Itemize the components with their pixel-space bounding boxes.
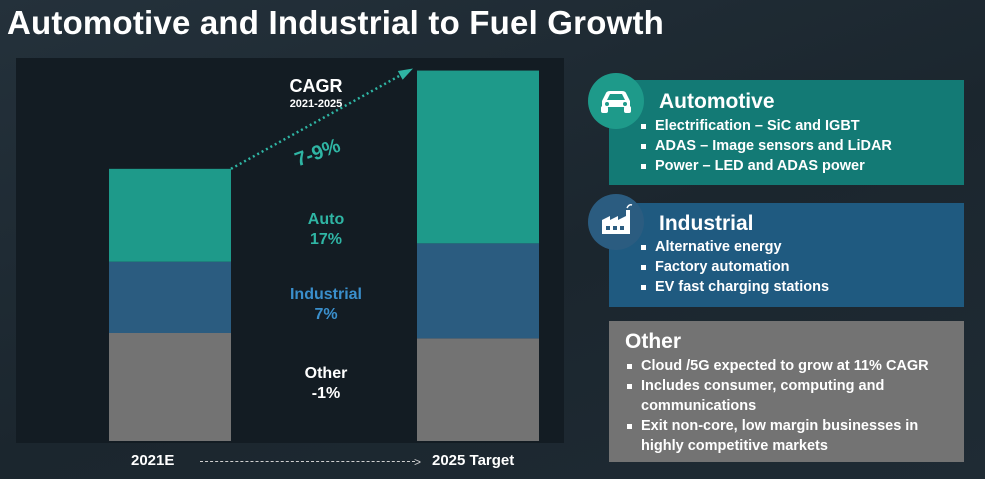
bar-auto-1 xyxy=(417,70,539,244)
cagr-arrow-line xyxy=(230,69,410,170)
chart-area xyxy=(16,58,564,443)
car-icon xyxy=(588,73,644,129)
cagr-period: 2021-2025 xyxy=(289,98,343,110)
cagr-title: CAGR xyxy=(289,76,343,96)
segment-label-other-name: Other xyxy=(304,365,348,382)
segment-label-auto-cagr: 17% xyxy=(309,231,343,248)
segment-label-other: Other -1% xyxy=(251,364,401,404)
segment-label-industrial: Industrial 7% xyxy=(251,285,401,325)
list-item: EV fast charging stations xyxy=(640,277,829,297)
list-item: Cloud /5G expected to grow at 11% CAGR xyxy=(626,356,951,376)
list-item: ADAS – Image sensors and LiDAR xyxy=(640,136,892,156)
bar-auto-0 xyxy=(109,168,231,262)
other-card-title: Other xyxy=(625,330,682,353)
automotive-card-list: Electrification – SiC and IGBT ADAS – Im… xyxy=(640,116,892,176)
x-axis-arrow-head: > xyxy=(414,455,422,469)
bar-other-1 xyxy=(417,338,539,441)
list-item: Factory automation xyxy=(640,257,829,277)
industrial-card: Industrial Alternative energy Factory au… xyxy=(609,203,964,307)
list-item: Electrification – SiC and IGBT xyxy=(640,116,892,136)
factory-icon xyxy=(588,194,644,250)
cagr-arrow-head xyxy=(397,68,413,80)
segment-label-auto-name: Auto xyxy=(307,211,345,228)
other-card: Other Cloud /5G expected to grow at 11% … xyxy=(609,321,964,462)
x-axis-arrow xyxy=(200,461,415,462)
list-item: Power – LED and ADAS power xyxy=(640,156,892,176)
automotive-card-title: Automotive xyxy=(659,90,775,113)
page-title: Automotive and Industrial to Fuel Growth xyxy=(7,4,664,41)
segment-label-other-cagr: -1% xyxy=(311,385,341,402)
industrial-card-list: Alternative energy Factory automation EV… xyxy=(640,237,829,297)
list-item: Includes consumer, computing and communi… xyxy=(626,376,951,416)
bar-industrial-1 xyxy=(417,243,539,339)
list-item: Alternative energy xyxy=(640,237,829,257)
segment-label-industrial-name: Industrial xyxy=(289,286,362,303)
list-item: Exit non-core, low margin businesses in … xyxy=(626,416,951,456)
segment-label-industrial-cagr: 7% xyxy=(314,306,338,323)
segment-label-auto: Auto 17% xyxy=(251,210,401,250)
x-axis-start-label: 2021E xyxy=(131,452,175,469)
bar-other-0 xyxy=(109,333,231,441)
industrial-card-title: Industrial xyxy=(659,212,754,235)
x-axis-end-label: 2025 Target xyxy=(432,452,515,469)
other-card-list: Cloud /5G expected to grow at 11% CAGR I… xyxy=(626,356,951,456)
automotive-card: Automotive Electrification – SiC and IGB… xyxy=(609,80,964,185)
bar-industrial-0 xyxy=(109,261,231,333)
stacked-bar-chart xyxy=(109,68,539,441)
